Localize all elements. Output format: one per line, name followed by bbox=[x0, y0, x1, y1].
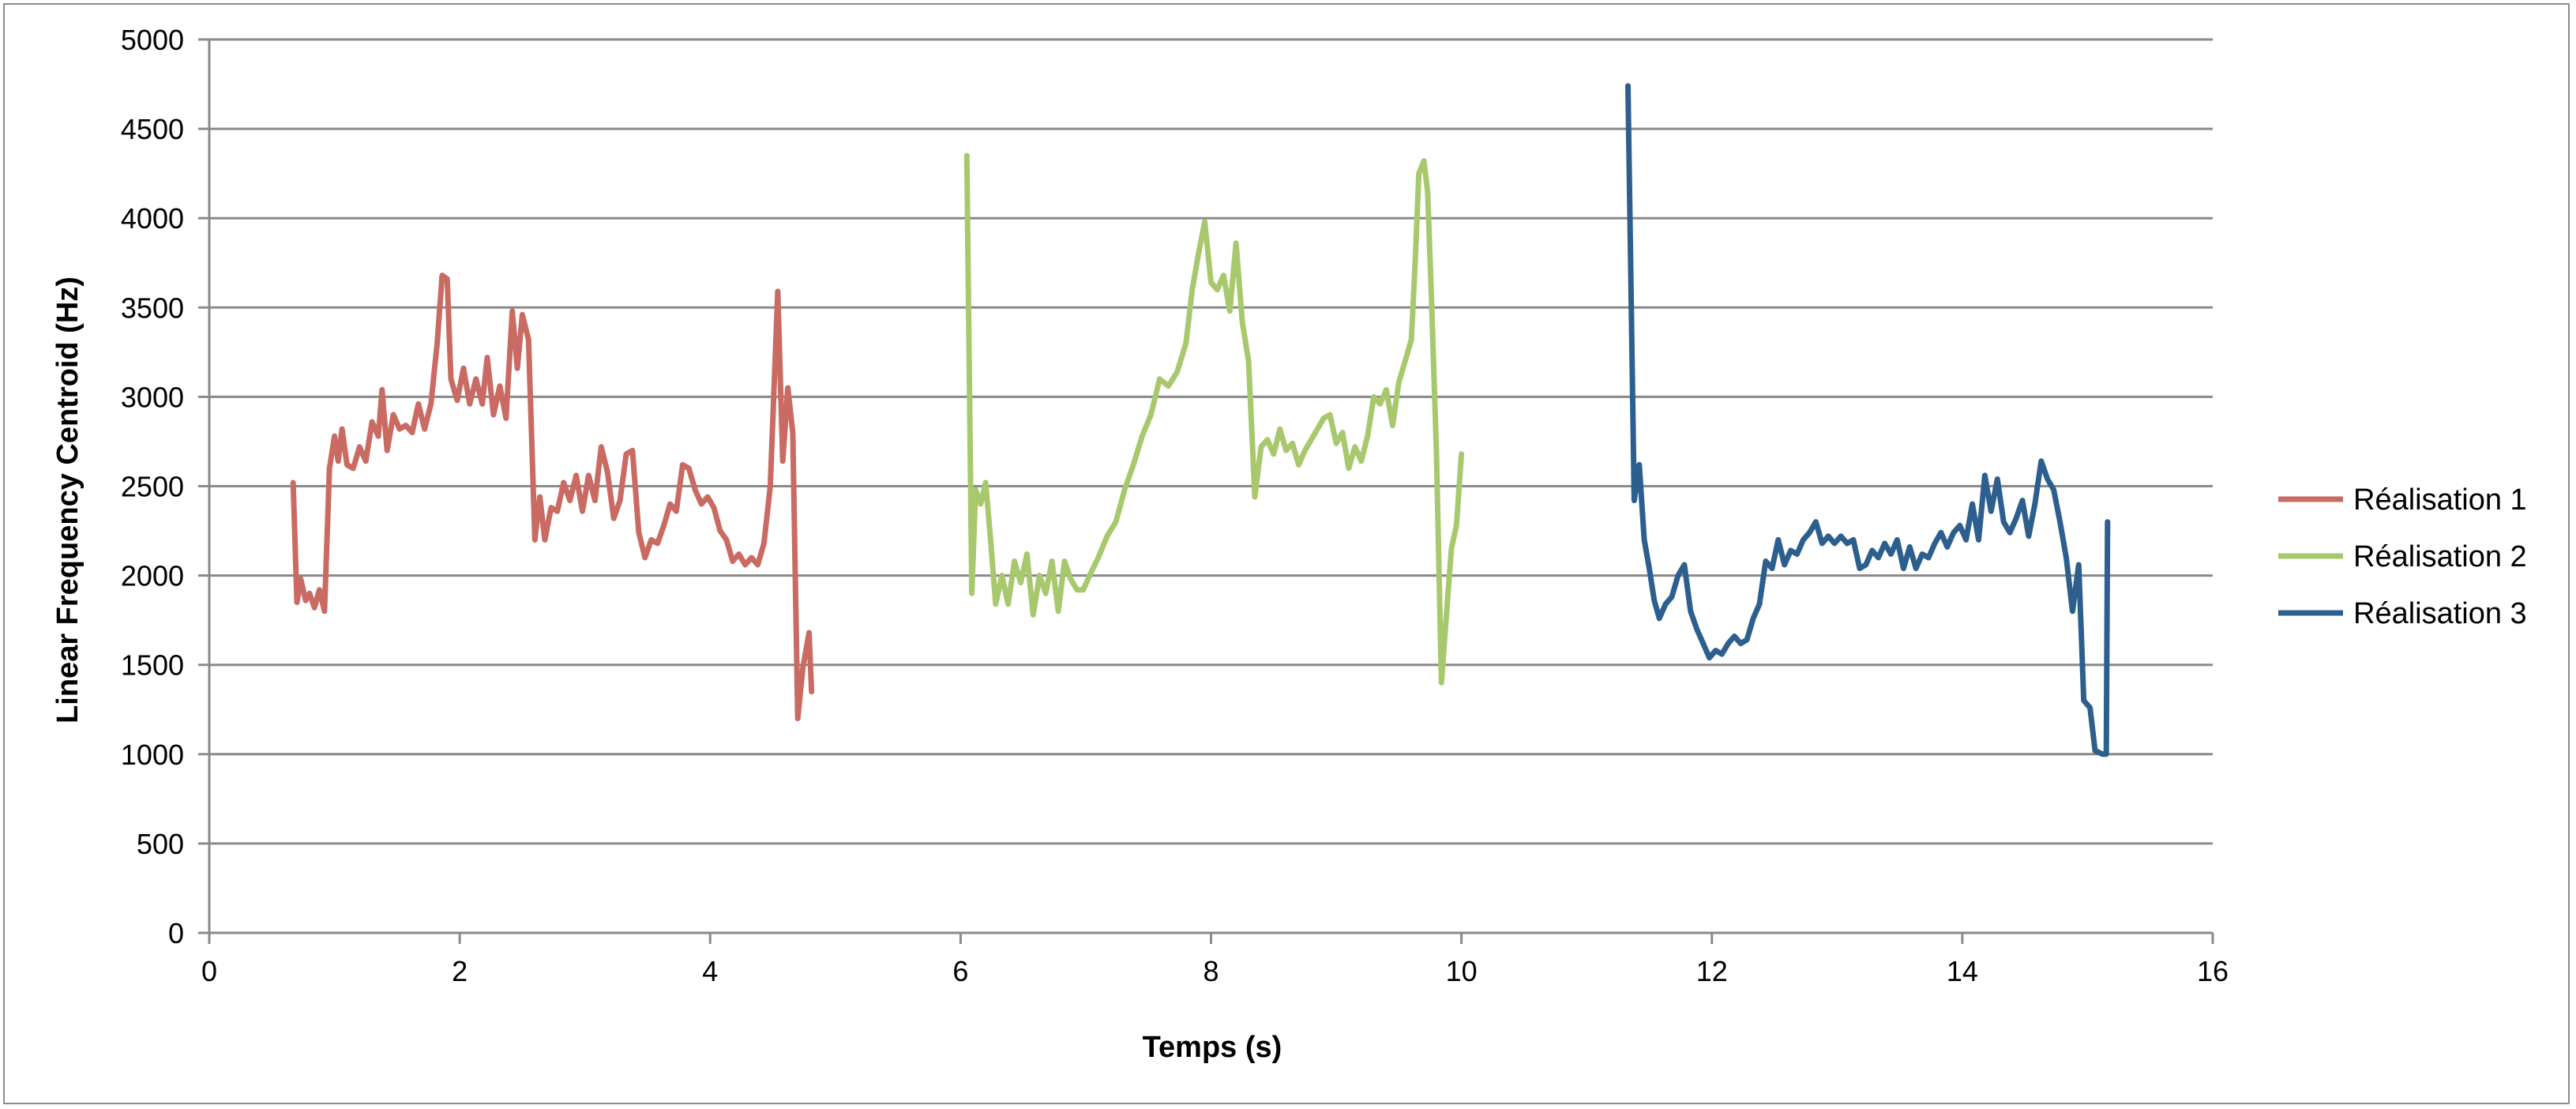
series-lines bbox=[290, 83, 2111, 758]
x-tick-label: 2 bbox=[452, 955, 468, 987]
x-tick-label: 16 bbox=[2197, 955, 2229, 987]
legend-label-2: Réalisation 2 bbox=[2353, 540, 2527, 573]
y-tick-label: 0 bbox=[168, 917, 184, 949]
y-tick-label: 3500 bbox=[121, 291, 184, 324]
x-tick-label: 12 bbox=[1696, 955, 1728, 987]
legend-label-3: Réalisation 3 bbox=[2353, 597, 2527, 630]
y-tick-label: 1500 bbox=[121, 649, 184, 682]
axes: 0 500 1000 1500 2000 2500 3000 3500 4000 4500 5000… bbox=[121, 24, 2229, 987]
y-tick-label: 2000 bbox=[121, 560, 184, 592]
y-axis-title: Linear Frequency Centroid (Hz) bbox=[51, 276, 84, 724]
x-tick-label: 8 bbox=[1203, 955, 1219, 987]
legend-label-1: Réalisation 1 bbox=[2353, 483, 2527, 517]
x-tick-label: 14 bbox=[1947, 955, 1978, 987]
gridlines bbox=[209, 38, 2213, 845]
y-tick-label: 4500 bbox=[121, 113, 184, 145]
series-line-2 bbox=[963, 152, 1465, 686]
y-tick-label: 3000 bbox=[121, 381, 184, 413]
x-tick-label: 6 bbox=[952, 955, 968, 987]
series-line-1 bbox=[290, 273, 815, 722]
y-tick-label: 2500 bbox=[121, 471, 184, 503]
y-tick-label: 1000 bbox=[121, 739, 184, 771]
legend: Réalisation 1 Réalisation 2 Réalisation 3 bbox=[2278, 483, 2527, 630]
x-tick-label: 0 bbox=[201, 955, 217, 987]
chart-frame bbox=[3, 3, 2570, 1104]
series-line-3 bbox=[1625, 83, 2111, 758]
y-tick-label: 4000 bbox=[121, 202, 184, 235]
x-tick-label: 10 bbox=[1446, 955, 1478, 987]
y-tick-label: 500 bbox=[137, 828, 184, 860]
x-tick-label: 4 bbox=[702, 955, 718, 987]
y-tick-label: 5000 bbox=[121, 24, 184, 56]
x-axis-title: Temps (s) bbox=[1143, 1031, 1282, 1064]
